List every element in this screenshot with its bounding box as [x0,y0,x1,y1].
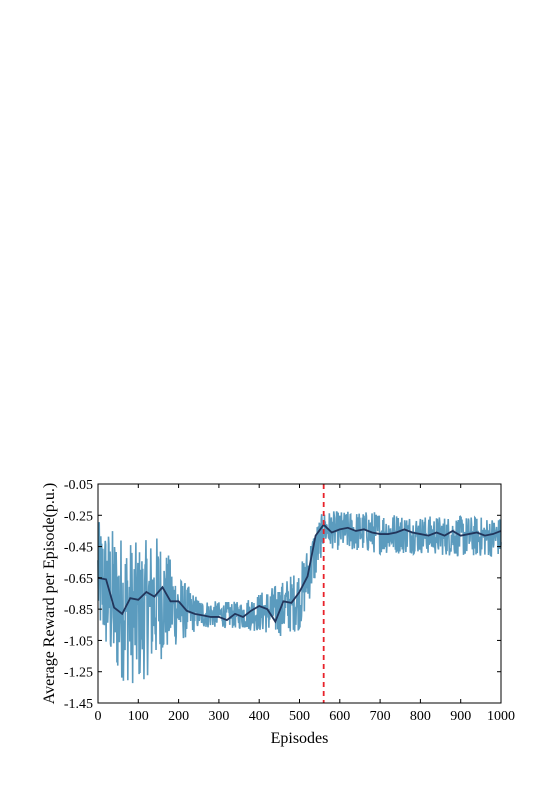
raw-reward-series [97,511,502,684]
x-axis-ticks: 0 100 200 300 400 500 600 700 800 900 1000 [95,484,515,724]
x-tick-label: 500 [289,709,310,724]
y-tick-label: -0.65 [64,572,93,587]
y-tick-label: -0.45 [64,541,93,556]
x-tick-label: 0 [95,709,102,724]
x-tick-label: 400 [249,709,270,724]
y-tick-label: -1.45 [64,697,93,712]
moving-average-line [97,523,502,624]
y-axis-ticks: -0.05 -0.25 -0.45 -0.65 -0.85 -1.05 -1.25 -1.45 [64,478,501,712]
x-tick-label: 800 [410,709,431,724]
x-tick-label: 300 [208,709,229,724]
y-axis-label: Average Reward per Episode(p.u.) [41,483,58,704]
moving-average-series [97,523,502,624]
x-axis-label: Episodes [271,730,329,747]
x-tick-label: 900 [450,709,471,724]
x-tick-label: 700 [370,709,391,724]
y-tick-label: -0.85 [64,603,93,618]
y-tick-label: -1.25 [64,666,93,681]
x-tick-label: 200 [168,709,189,724]
y-tick-label: -0.05 [64,478,93,493]
y-tick-label: -1.05 [64,634,93,649]
raw-reward-line [97,511,502,684]
y-tick-label: -0.25 [64,509,93,524]
x-tick-label: 100 [128,709,149,724]
x-tick-label: 1000 [487,709,515,724]
x-tick-label: 600 [329,709,350,724]
